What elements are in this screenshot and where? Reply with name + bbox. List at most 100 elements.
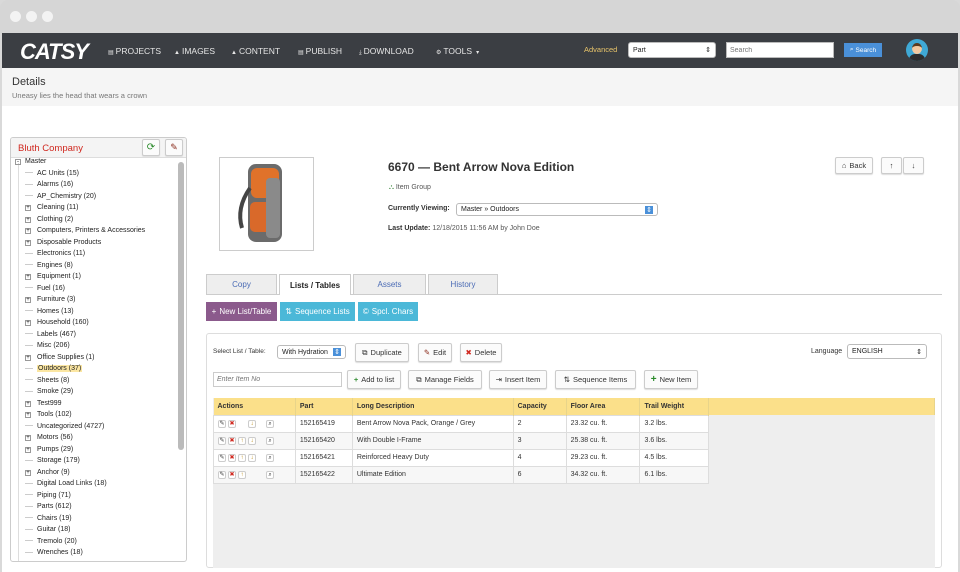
nav-publish[interactable]: ▤ PUBLISH xyxy=(298,46,342,56)
window-zoom-button[interactable] xyxy=(42,11,53,22)
tab-lists-tables[interactable]: Lists / Tables xyxy=(279,274,351,295)
tree-node-master[interactable]: - Master xyxy=(15,158,46,169)
tree-node[interactable]: AC Units (15) xyxy=(25,170,79,181)
edit-row-icon[interactable]: ✎ xyxy=(218,470,226,479)
tree-node[interactable]: Sheets (8) xyxy=(25,377,69,388)
tree-node[interactable]: Wrenches (18) xyxy=(25,549,83,560)
expand-icon[interactable]: + xyxy=(25,274,31,280)
tree-node[interactable]: + Household (160) xyxy=(25,319,89,330)
tree-node[interactable]: AP_Chemistry (20) xyxy=(25,193,96,204)
tree-node[interactable]: Chairs (19) xyxy=(25,515,72,526)
move-down-icon[interactable]: ↓ xyxy=(248,453,256,462)
tree-node[interactable]: + Office Supplies (1) xyxy=(25,354,94,365)
view-row-icon[interactable]: ⌕ xyxy=(266,436,274,445)
tree-node[interactable]: Piping (71) xyxy=(25,492,71,503)
move-up-icon[interactable]: ↑ xyxy=(238,470,246,479)
move-down-icon[interactable]: ↓ xyxy=(248,419,256,428)
table-row[interactable]: ✎ ✖ ↑ ↓ ⌕ 152165420 With Double I-Frame 3 25.38 … xyxy=(213,431,935,450)
tree-node[interactable]: + Computers, Printers & Accessories xyxy=(25,227,145,238)
nav-projects[interactable]: ▤ PROJECTS xyxy=(108,46,161,56)
move-up-icon[interactable]: ↑ xyxy=(238,453,246,462)
new-list-button[interactable]: + New List/Table xyxy=(206,302,277,321)
tree-node[interactable]: + Disposable Products xyxy=(25,239,101,250)
tree-node[interactable]: Guitar (18) xyxy=(25,526,70,537)
tree-node[interactable]: Parts (612) xyxy=(25,503,72,514)
window-minimize-button[interactable] xyxy=(26,11,37,22)
tree-node[interactable]: + Anchor (9) xyxy=(25,469,70,480)
tree-node[interactable]: Homes (13) xyxy=(25,308,74,319)
next-item-button[interactable]: ↓ xyxy=(903,157,924,174)
expand-icon[interactable]: + xyxy=(25,400,31,407)
tree-node[interactable]: Tremolo (20) xyxy=(25,538,77,549)
collapse-icon[interactable]: - xyxy=(15,159,21,165)
search-type-select[interactable]: Part ⇕ xyxy=(628,42,716,58)
back-button[interactable]: ⌂ Back xyxy=(835,157,873,174)
remove-row-icon[interactable]: ✖ xyxy=(228,436,236,445)
tree-node[interactable]: Labels (467) xyxy=(25,331,76,342)
view-row-icon[interactable]: ⌕ xyxy=(266,419,274,428)
tree-node[interactable]: Engines (8) xyxy=(25,262,73,273)
expand-icon[interactable]: + xyxy=(25,469,31,476)
tree-node[interactable]: Digital Load Links (18) xyxy=(25,480,107,491)
user-avatar[interactable] xyxy=(906,39,928,61)
refresh-button[interactable]: ⟳ xyxy=(142,139,160,156)
expand-icon[interactable]: + xyxy=(25,297,31,303)
tree-node[interactable]: Misc (206) xyxy=(25,342,70,353)
view-row-icon[interactable]: ⌕ xyxy=(266,470,274,479)
nav-images[interactable]: ▲ IMAGES xyxy=(174,46,215,56)
delete-list-button[interactable]: ✖ Delete xyxy=(460,343,502,362)
search-button[interactable]: ⌕ Search xyxy=(844,43,882,57)
expand-icon[interactable]: + xyxy=(25,320,31,326)
insert-item-button[interactable]: ⇥ Insert Item xyxy=(489,370,547,389)
table-row[interactable]: ✎ ✖ ↑ ↓ ⌕ 152165421 Reinforced Heavy Duty 4 29.2… xyxy=(213,448,935,467)
list-select[interactable]: With Hydration ⇕ xyxy=(277,345,346,359)
remove-row-icon[interactable]: ✖ xyxy=(228,470,236,479)
product-image[interactable] xyxy=(219,157,314,251)
expand-icon[interactable]: + xyxy=(25,216,31,223)
tree-node[interactable]: + Motors (56) xyxy=(25,434,73,445)
nav-download[interactable]: ⤓ DOWNLOAD xyxy=(359,46,414,57)
tab-assets[interactable]: Assets xyxy=(353,274,426,294)
expand-icon[interactable]: + xyxy=(25,354,31,361)
expand-icon[interactable]: + xyxy=(25,205,31,211)
new-item-button[interactable]: + New Item xyxy=(644,370,698,389)
tree-node[interactable]: + Furniture (3) xyxy=(25,296,76,307)
previous-item-button[interactable]: ↑ xyxy=(881,157,902,174)
tree-node[interactable]: Uncategorized (4727) xyxy=(25,423,104,434)
expand-icon[interactable]: + xyxy=(25,239,31,246)
move-up-icon[interactable]: ↑ xyxy=(238,436,246,445)
tree-node[interactable]: + Pumps (29) xyxy=(25,446,73,457)
column-header[interactable]: Floor Area xyxy=(566,398,641,415)
tree-node[interactable]: + Cleaning (11) xyxy=(25,204,79,215)
edit-row-icon[interactable]: ✎ xyxy=(218,419,226,428)
duplicate-button[interactable]: ⧉ Duplicate xyxy=(355,343,409,362)
edit-tree-button[interactable]: ✎ xyxy=(165,139,183,156)
tree-node[interactable]: Outdoors (37) xyxy=(25,365,83,376)
expand-icon[interactable]: + xyxy=(25,228,31,234)
manage-fields-button[interactable]: ⧉ Manage Fields xyxy=(408,370,482,389)
advanced-search-link[interactable]: Advanced xyxy=(584,45,618,54)
column-header[interactable]: Long Description xyxy=(352,398,514,415)
tab-copy[interactable]: Copy xyxy=(206,274,277,294)
column-header[interactable]: Trail Weight xyxy=(639,398,710,415)
tree-node[interactable]: Fuel (16) xyxy=(25,285,65,296)
tree-scrollbar[interactable] xyxy=(178,162,184,450)
tree-node[interactable]: Electronics (11) xyxy=(25,250,85,261)
edit-row-icon[interactable]: ✎ xyxy=(218,436,226,445)
nav-content[interactable]: ▲ CONTENT xyxy=(231,46,280,56)
tree-node[interactable]: Alarms (16) xyxy=(25,181,73,192)
currently-viewing-select[interactable]: Master » Outdoors ⇕ xyxy=(456,203,658,216)
tree-node[interactable]: + Clothing (2) xyxy=(25,216,73,227)
expand-icon[interactable]: + xyxy=(25,412,31,418)
tree-node[interactable]: Smoke (29) xyxy=(25,388,73,399)
special-chars-button[interactable]: © Spcl. Chars xyxy=(358,302,418,321)
remove-row-icon[interactable]: ✖ xyxy=(228,419,236,428)
expand-icon[interactable]: + xyxy=(25,435,31,441)
sequence-lists-button[interactable]: ⇅ Sequence Lists xyxy=(280,302,355,321)
tree-node[interactable]: Storage (179) xyxy=(25,457,80,468)
move-down-icon[interactable]: ↓ xyxy=(248,436,256,445)
column-header[interactable]: Actions xyxy=(213,398,296,415)
tab-history[interactable]: History xyxy=(428,274,498,294)
